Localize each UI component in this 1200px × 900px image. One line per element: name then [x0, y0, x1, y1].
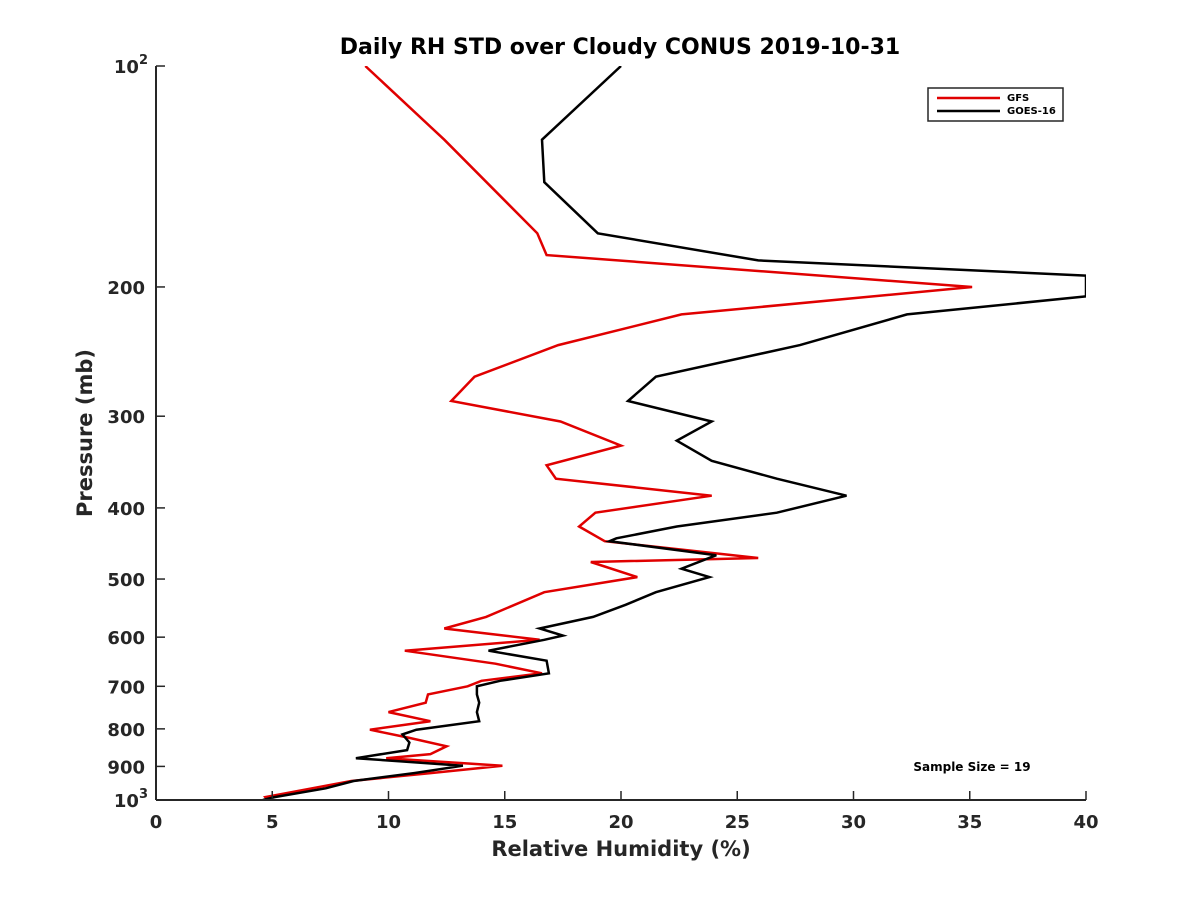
y-tick-label: 103 [114, 787, 148, 812]
y-tick-label: 600 [107, 628, 145, 649]
y-tick-label: 102 [114, 53, 148, 78]
y-tick-label: 900 [107, 757, 145, 778]
x-tick-label: 0 [150, 812, 163, 833]
legend-label-goes16: GOES-16 [1007, 106, 1056, 117]
x-tick-label: 30 [841, 812, 866, 833]
chart-title: Daily RH STD over Cloudy CONUS 2019-10-3… [340, 35, 900, 60]
y-tick-base: 10 [114, 57, 139, 78]
y-tick-base: 10 [114, 791, 139, 812]
y-tick-label: 500 [107, 570, 145, 591]
legend-label-gfs: GFS [1007, 93, 1029, 104]
series-line-goes16 [262, 66, 1086, 800]
x-tick-label: 15 [492, 812, 517, 833]
y-tick-label: 200 [107, 278, 145, 299]
sample-size-annotation: Sample Size = 19 [913, 760, 1030, 774]
x-tick-label: 10 [376, 812, 401, 833]
y-tick-label: 400 [107, 499, 145, 520]
y-tick-label: 700 [107, 677, 145, 698]
y-axis-label: Pressure (mb) [73, 349, 97, 517]
x-ticks: 0 5 10 15 20 25 30 35 40 [150, 791, 1099, 833]
x-axis-label: Relative Humidity (%) [491, 837, 750, 861]
y-tick-exponent: 2 [139, 53, 148, 68]
x-tick-label: 25 [725, 812, 750, 833]
x-tick-label: 5 [266, 812, 279, 833]
legend-box [927, 87, 1064, 122]
y-tick-label: 800 [107, 720, 145, 741]
y-tick-exponent: 3 [139, 787, 148, 802]
x-tick-label: 20 [608, 812, 633, 833]
x-tick-label: 35 [957, 812, 982, 833]
series-line-gfs [263, 66, 973, 800]
y-tick-label: 300 [107, 407, 145, 428]
plot-lines [262, 66, 1086, 800]
legend: GFS GOES-16 [927, 87, 1064, 122]
x-tick-label: 40 [1073, 812, 1098, 833]
